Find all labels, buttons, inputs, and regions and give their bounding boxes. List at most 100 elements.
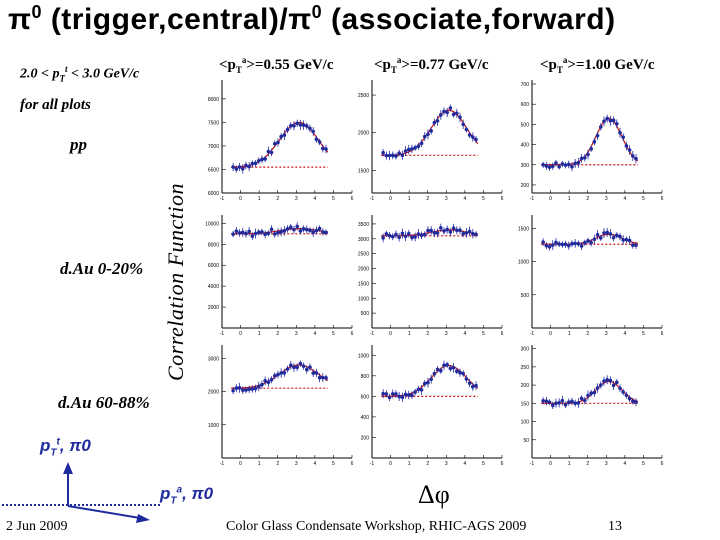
- data-point: [390, 153, 395, 158]
- data-point: [550, 243, 555, 247]
- data-point: [454, 228, 459, 233]
- data-point: [634, 400, 638, 404]
- data-point: [285, 367, 290, 371]
- x-tick-label: 1: [408, 461, 411, 467]
- slide-title: π0 (trigger,central)/π0 (associate,forwa…: [8, 2, 616, 37]
- data-point: [406, 231, 411, 236]
- x-tick-label: 1: [258, 196, 261, 202]
- data-point: [560, 242, 565, 247]
- data-point: [602, 231, 606, 235]
- x-tick-label: -1: [220, 461, 225, 467]
- y-tick-label: 3000: [208, 356, 219, 362]
- data-point: [320, 230, 325, 234]
- data-point: [550, 403, 555, 408]
- column-header-sup: a: [241, 55, 247, 65]
- x-tick-label: 4: [623, 196, 626, 202]
- y-tick-label: 600: [361, 394, 370, 400]
- x-tick-label: 0: [389, 331, 392, 337]
- data-point: [464, 127, 469, 132]
- title-superscript: 0: [31, 2, 42, 22]
- x-tick-label: 1: [568, 461, 571, 467]
- data-point: [432, 371, 437, 376]
- data-point: [595, 133, 600, 138]
- data-point: [304, 227, 309, 232]
- data-point: [390, 234, 395, 239]
- data-point: [634, 243, 638, 248]
- data-point: [384, 153, 389, 158]
- data-point: [435, 231, 440, 235]
- title-superscript: 0: [311, 2, 323, 22]
- data-point: [400, 395, 405, 400]
- data-point: [250, 387, 255, 391]
- y-tick-label: 2500: [358, 93, 369, 99]
- data-point: [256, 158, 261, 163]
- data-point: [576, 160, 581, 165]
- x-tick-label: 2: [586, 196, 589, 202]
- data-point: [260, 230, 264, 234]
- data-point: [470, 135, 475, 139]
- data-point: [458, 115, 462, 120]
- trigger-range-pre: 2.0 < p: [20, 66, 60, 82]
- data-point: [627, 148, 632, 152]
- data-point: [595, 386, 600, 390]
- data-point: [576, 401, 581, 405]
- column-header-sub: T: [390, 65, 397, 75]
- data-point: [627, 396, 632, 401]
- data-point: [432, 120, 437, 125]
- y-tick-label: 200: [521, 183, 530, 189]
- data-point: [269, 150, 274, 155]
- data-point: [394, 392, 398, 396]
- data-point: [544, 164, 549, 168]
- data-point: [231, 388, 235, 393]
- data-point: [320, 146, 325, 151]
- data-point: [448, 106, 453, 110]
- y-tick-label: 800: [361, 374, 370, 380]
- data-point: [566, 400, 571, 404]
- x-tick-label: 2: [426, 461, 429, 467]
- data-point: [426, 132, 430, 137]
- data-point: [406, 147, 411, 152]
- data-point: [419, 233, 424, 238]
- data-point: [231, 165, 235, 169]
- data-point: [630, 399, 635, 404]
- column-header-sup: a: [396, 55, 402, 65]
- data-point: [410, 393, 414, 398]
- x-tick-label: 6: [501, 461, 504, 467]
- for-all-plots-label: for all plots: [20, 97, 91, 113]
- data-point: [234, 386, 239, 390]
- data-point: [282, 133, 287, 137]
- y-tick-label: 3000: [358, 237, 369, 243]
- assoc-arrowhead: [136, 514, 150, 523]
- y-tick-label: 1000: [358, 353, 369, 359]
- data-point: [285, 127, 290, 132]
- data-point: [244, 163, 248, 168]
- data-point: [292, 365, 296, 370]
- y-tick-label: 2000: [208, 305, 219, 311]
- x-tick-label: 6: [351, 461, 354, 467]
- x-tick-label: 4: [463, 461, 466, 467]
- x-tick-label: -1: [220, 331, 225, 337]
- data-point: [234, 229, 239, 233]
- y-tick-label: 200: [521, 383, 530, 389]
- column-header-3: <pTa>=1.00 GeV/c: [540, 55, 654, 75]
- x-tick-label: 6: [351, 331, 354, 337]
- data-point: [557, 242, 561, 246]
- data-point: [237, 165, 242, 169]
- data-point: [598, 236, 603, 240]
- data-point: [454, 369, 459, 374]
- data-point: [544, 243, 549, 248]
- data-point: [247, 164, 251, 169]
- data-point: [263, 157, 267, 161]
- data-point: [554, 161, 558, 165]
- data-point: [272, 141, 277, 146]
- data-point: [474, 137, 478, 142]
- data-point: [624, 144, 629, 148]
- data-point: [240, 166, 245, 171]
- data-point: [384, 392, 389, 396]
- data-point: [256, 230, 261, 235]
- column-header-2: <pTa>=0.77 GeV/c: [374, 55, 488, 75]
- y-tick-label: 150: [521, 401, 530, 407]
- y-tick-label: 1500: [358, 168, 369, 174]
- data-point: [435, 119, 440, 123]
- data-point: [445, 227, 449, 232]
